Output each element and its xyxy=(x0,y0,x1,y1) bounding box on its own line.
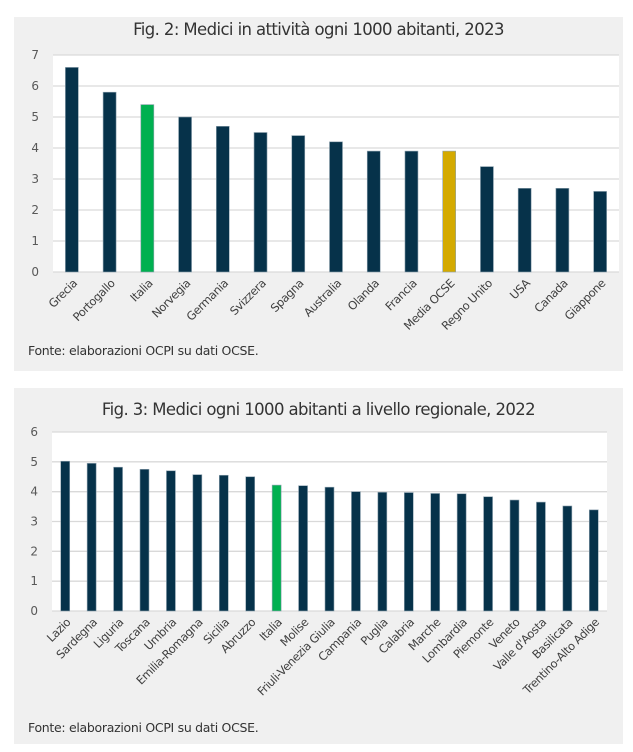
x-tick-label: Grecia xyxy=(46,276,80,310)
y-tick-label: 5 xyxy=(31,110,39,124)
bar-olanda xyxy=(366,150,381,273)
bar-spagna xyxy=(291,135,306,273)
bar-svizzera xyxy=(253,132,268,273)
bar-abruzzo xyxy=(245,476,256,612)
bar-francia xyxy=(404,150,419,273)
chart-source: Fonte: elaborazioni OCPI su dati OCSE. xyxy=(28,720,259,735)
bar-regno-unito xyxy=(480,166,494,273)
y-tick-label: 6 xyxy=(31,79,39,93)
y-tick-label: 2 xyxy=(31,203,39,217)
chart-source: Fonte: elaborazioni OCPI su dati OCSE. xyxy=(28,343,259,358)
bar-umbria xyxy=(166,470,176,612)
x-tick-label: Giappone xyxy=(562,276,609,323)
y-tick-label: 4 xyxy=(31,141,39,155)
bar-veneto xyxy=(509,499,520,612)
bar-giappone xyxy=(593,191,607,273)
x-tick-label: Portogallo xyxy=(70,276,118,324)
chart-title: Fig. 2: Medici in attività ogni 1000 abi… xyxy=(133,20,504,39)
bar-usa xyxy=(517,188,532,273)
bar-grecia xyxy=(65,67,79,273)
x-tick-label: Olanda xyxy=(345,276,382,313)
figure-3-panel: Fig. 3: Medici ogni 1000 abitanti a live… xyxy=(14,388,623,744)
y-tick-label: 1 xyxy=(31,234,39,248)
y-tick-label: 4 xyxy=(30,485,38,499)
bar-calabria xyxy=(403,492,414,612)
bar-italia xyxy=(140,104,155,273)
bar-italia xyxy=(271,484,282,612)
y-tick-label: 2 xyxy=(30,544,38,558)
y-tick-label: 6 xyxy=(30,425,38,439)
bar-portogallo xyxy=(102,91,117,273)
bar-marche xyxy=(430,493,441,612)
y-tick-label: 3 xyxy=(31,172,39,186)
bar-trentino-alto-adige xyxy=(588,509,599,612)
bar-campania xyxy=(351,491,361,612)
y-tick-label: 1 xyxy=(30,574,38,588)
chart-title: Fig. 3: Medici ogni 1000 abitanti a live… xyxy=(101,400,536,419)
bar-australia xyxy=(329,141,343,273)
chart-2-plot: 0123456LazioSardegnaLiguriaToscanaUmbria… xyxy=(30,425,607,698)
x-tick-label: Francia xyxy=(382,276,419,313)
bar-friuli-venezia-giulia xyxy=(324,486,335,612)
bar-sardegna xyxy=(86,463,97,612)
x-tick-label: Germania xyxy=(183,276,230,323)
x-tick-label: Italia xyxy=(127,276,155,304)
y-tick-label: 3 xyxy=(30,515,38,529)
bar-norvegia xyxy=(178,116,192,273)
x-tick-label: Svizzera xyxy=(227,276,269,318)
bar-canada xyxy=(555,188,570,273)
bar-sicilia xyxy=(218,474,229,612)
bar-basilicata xyxy=(562,505,573,612)
bar-lombardia xyxy=(456,493,467,612)
y-tick-label: 5 xyxy=(30,455,38,469)
y-tick-label: 0 xyxy=(31,265,39,279)
bar-media-ocse xyxy=(442,150,457,273)
bar-germania xyxy=(216,126,230,273)
x-tick-label: USA xyxy=(507,276,533,302)
y-tick-label: 0 xyxy=(30,604,38,618)
bar-lazio xyxy=(60,460,71,612)
bar-puglia xyxy=(377,491,388,612)
bar-molise xyxy=(298,485,308,612)
bar-valle-d-aosta xyxy=(536,501,546,612)
x-tick-label: Australia xyxy=(301,276,344,319)
bar-piemonte xyxy=(483,496,493,612)
y-tick-label: 7 xyxy=(31,48,39,62)
bar-emilia-romagna xyxy=(192,474,203,612)
figure-2-panel: Fig. 2: Medici in attività ogni 1000 abi… xyxy=(14,17,623,371)
bar-liguria xyxy=(113,466,123,612)
bar-toscana xyxy=(139,468,150,612)
